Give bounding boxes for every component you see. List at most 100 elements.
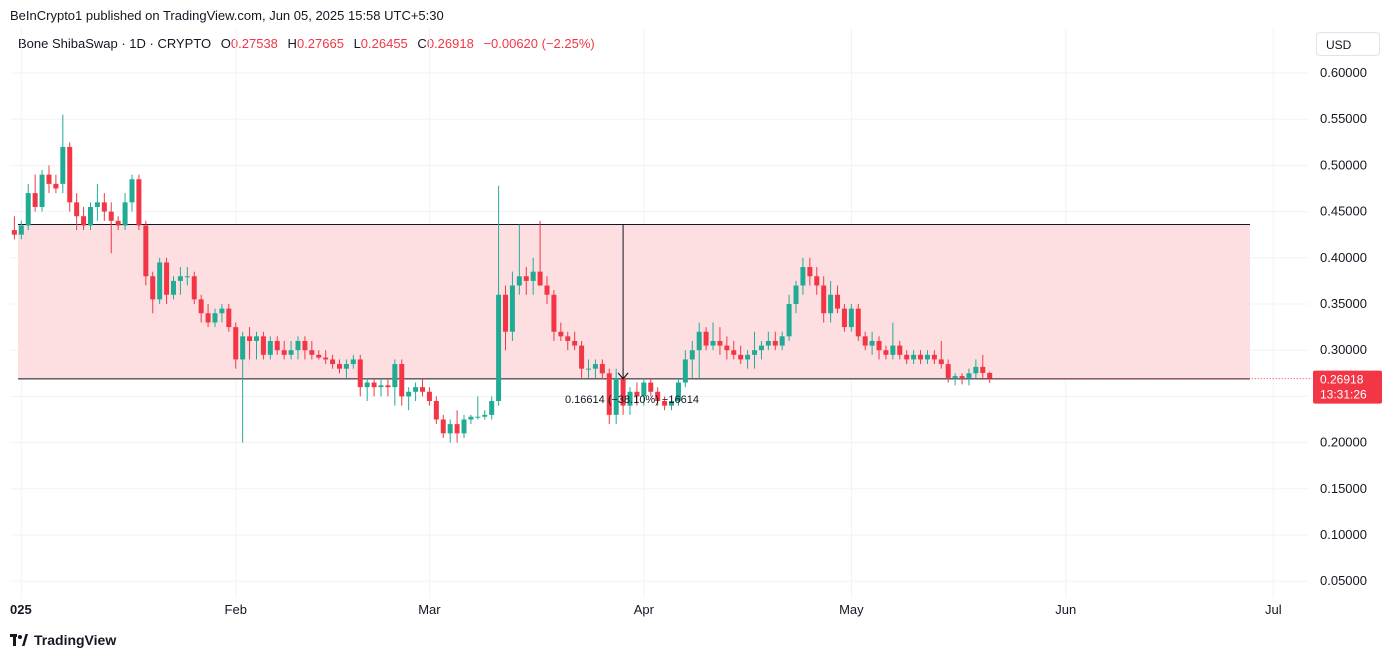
candle bbox=[890, 322, 896, 360]
candle-body bbox=[378, 385, 384, 388]
candle-body bbox=[274, 340, 280, 351]
time-axis: 025 Feb Mar Apr May Jun Jul bbox=[10, 602, 1282, 617]
candle bbox=[731, 340, 737, 360]
candle bbox=[793, 280, 799, 314]
symbol-name[interactable]: Bone ShibaSwap · 1D · CRYPTO bbox=[18, 36, 212, 51]
price-tag-value: 0.26918 bbox=[1320, 373, 1364, 387]
candle bbox=[81, 206, 87, 231]
candle bbox=[862, 331, 868, 351]
candle-body bbox=[703, 331, 709, 346]
y-tick-label: 0.20000 bbox=[1320, 435, 1367, 450]
candle-body bbox=[309, 350, 315, 355]
high-value: 0.27665 bbox=[296, 36, 344, 51]
candle-body bbox=[966, 373, 972, 378]
candle bbox=[288, 340, 294, 360]
candle-body bbox=[447, 424, 453, 434]
candle bbox=[184, 267, 190, 286]
candle bbox=[959, 373, 965, 385]
candle-body bbox=[606, 373, 612, 415]
candle-body bbox=[11, 230, 17, 235]
candle-body bbox=[350, 359, 356, 365]
candle-body bbox=[883, 350, 889, 355]
candle-body bbox=[599, 364, 605, 374]
candle bbox=[364, 377, 370, 402]
candle bbox=[357, 354, 363, 397]
candle bbox=[129, 174, 135, 212]
candle-body bbox=[115, 220, 121, 226]
candle bbox=[738, 345, 744, 365]
candle-body bbox=[565, 336, 571, 341]
candle-body bbox=[662, 401, 668, 406]
candle-body bbox=[752, 350, 758, 355]
candle-body bbox=[454, 424, 460, 434]
candle-body bbox=[468, 416, 474, 420]
candle-body bbox=[392, 364, 398, 388]
candle bbox=[496, 185, 502, 406]
candle-body bbox=[39, 174, 45, 207]
candle-body bbox=[918, 354, 924, 360]
candle bbox=[579, 340, 585, 378]
candle bbox=[253, 331, 259, 360]
candles-layer bbox=[11, 114, 993, 443]
candle-body bbox=[233, 327, 239, 360]
candle bbox=[586, 359, 592, 378]
candle bbox=[440, 414, 446, 438]
candle-body bbox=[931, 354, 937, 360]
candle bbox=[94, 183, 100, 221]
candle-body bbox=[509, 285, 515, 332]
candle bbox=[745, 350, 751, 369]
candle bbox=[904, 350, 910, 365]
candle-body bbox=[503, 294, 509, 332]
currency-button[interactable]: USD bbox=[1316, 32, 1380, 56]
candle bbox=[247, 327, 253, 360]
tradingview-footer[interactable]: TradingView bbox=[10, 632, 116, 648]
candle bbox=[634, 382, 640, 406]
candle bbox=[841, 304, 847, 332]
y-tick-label: 0.25000 bbox=[1320, 388, 1367, 403]
y-tick-label: 0.50000 bbox=[1320, 157, 1367, 172]
candle bbox=[523, 267, 529, 295]
open-label: O bbox=[220, 36, 231, 51]
candle-body bbox=[924, 354, 930, 360]
y-tick-label: 0.35000 bbox=[1320, 296, 1367, 311]
candle-body bbox=[731, 350, 737, 355]
candle bbox=[752, 331, 758, 369]
candle bbox=[164, 257, 170, 304]
x-tick-label: Jun bbox=[1055, 602, 1076, 617]
candle bbox=[807, 257, 813, 286]
candle-body bbox=[579, 345, 585, 369]
candle bbox=[240, 331, 246, 443]
candle-body bbox=[641, 382, 647, 397]
candle-body bbox=[247, 336, 253, 341]
close-value: 0.26918 bbox=[426, 36, 474, 51]
candle bbox=[343, 359, 349, 378]
candle bbox=[371, 377, 377, 397]
candle-body bbox=[945, 364, 951, 378]
candle-body bbox=[786, 304, 792, 337]
candle bbox=[212, 308, 218, 328]
candle-body bbox=[150, 276, 156, 300]
candle bbox=[883, 345, 889, 360]
candle-body bbox=[835, 294, 841, 309]
candle-body bbox=[745, 354, 751, 360]
candle bbox=[503, 285, 509, 351]
candle-body bbox=[869, 340, 875, 346]
candle-body bbox=[772, 340, 778, 346]
candle-body bbox=[385, 385, 391, 388]
y-tick-label: 0.15000 bbox=[1320, 481, 1367, 496]
candle bbox=[233, 322, 239, 369]
candle-body bbox=[413, 387, 419, 392]
candle bbox=[620, 368, 626, 415]
candle-body bbox=[81, 216, 87, 226]
candle-body bbox=[793, 285, 799, 304]
candle-body bbox=[129, 179, 135, 203]
candle-body bbox=[724, 345, 730, 351]
candle bbox=[675, 377, 681, 406]
candle-body bbox=[101, 202, 107, 212]
candle-body bbox=[406, 391, 412, 397]
candle bbox=[378, 377, 384, 397]
candle bbox=[821, 276, 827, 323]
price-axis: 0.60000 0.55000 0.50000 0.45000 0.40000 0.350… bbox=[1320, 65, 1367, 588]
candle-body bbox=[198, 299, 204, 314]
